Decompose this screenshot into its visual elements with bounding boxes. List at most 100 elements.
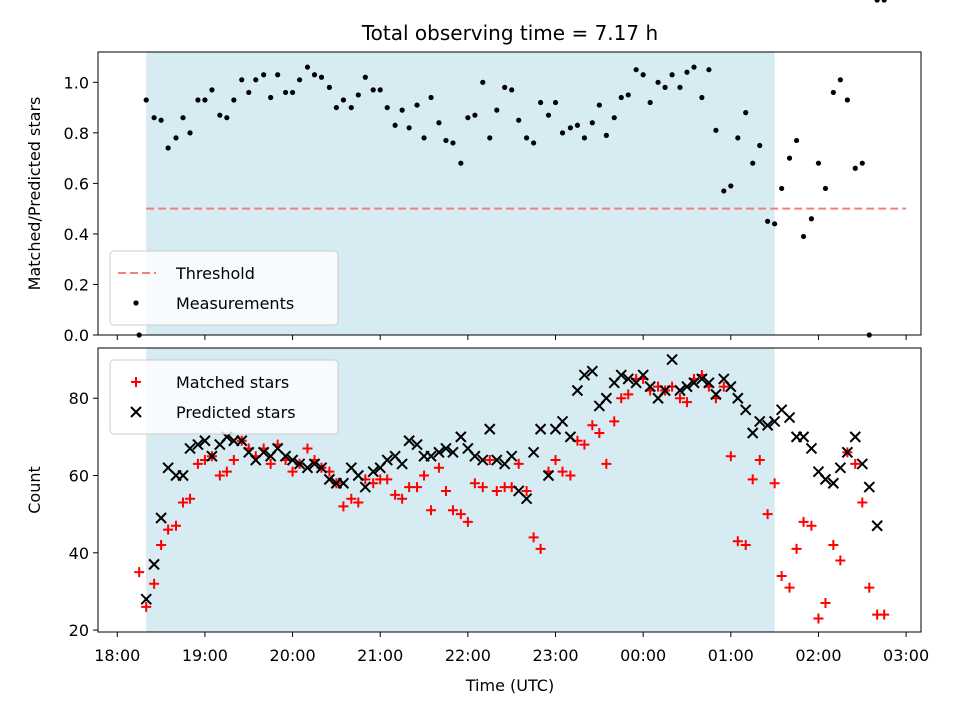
data-point (392, 122, 398, 128)
legend-marker (130, 406, 142, 418)
data-point (786, 155, 793, 161)
panel-1: 0.0 0.2 0.4 0.6 0.8 1.0 Matched/Predicted star… (25, 0, 922, 345)
data-point (706, 67, 712, 73)
data-point (633, 67, 639, 73)
data-point (874, 0, 880, 3)
data-point (822, 185, 829, 192)
y-axis-label: Count (25, 466, 44, 514)
data-point (286, 454, 299, 466)
data-point (265, 458, 276, 469)
data-point (505, 450, 518, 462)
data-point (421, 135, 427, 141)
data-point (750, 160, 756, 166)
data-point (844, 97, 850, 103)
data-point (509, 87, 515, 93)
data-point (185, 493, 196, 504)
data-point (856, 458, 868, 470)
data-point (315, 462, 328, 474)
data-point (808, 216, 815, 222)
data-point (462, 516, 473, 527)
data-point (287, 466, 298, 477)
data-point (791, 543, 802, 554)
data-point (815, 160, 822, 166)
data-point (163, 524, 174, 535)
data-point (739, 404, 752, 416)
data-point (469, 478, 480, 489)
data-point (217, 112, 223, 118)
data-point (565, 470, 576, 481)
y-tick-label: 0.2 (64, 275, 89, 294)
data-point (353, 497, 364, 508)
data-point (440, 485, 451, 496)
data-point (433, 446, 445, 459)
data-point (382, 474, 393, 485)
data-point (302, 443, 313, 454)
y-tick-label: 40 (69, 544, 89, 563)
legend-marker (131, 377, 141, 387)
data-point (828, 540, 839, 551)
data-point (754, 415, 766, 428)
data-point (340, 97, 347, 103)
data-point (520, 492, 533, 505)
data-point (148, 558, 160, 571)
data-point (436, 120, 442, 126)
data-point (151, 115, 157, 121)
data-point (819, 473, 832, 486)
data-point (762, 509, 773, 520)
data-point (381, 454, 393, 466)
data-point (477, 454, 489, 466)
x-tick-label: 18:00 (94, 646, 140, 665)
data-point (246, 89, 252, 96)
data-point (308, 458, 321, 470)
data-point (355, 92, 361, 98)
data-point (323, 473, 336, 486)
data-point (830, 89, 836, 96)
data-point (747, 427, 759, 439)
data-point (282, 89, 289, 96)
data-point (390, 489, 401, 500)
panel-2: 20 40 60 80 18:00 19:00 20:00 21:00 22:00 23:00 00… (25, 347, 929, 665)
data-point (571, 384, 584, 397)
data-point (834, 462, 847, 474)
x-tick-label: 19:00 (182, 646, 228, 665)
data-point (857, 497, 868, 508)
axes-frame (97, 51, 922, 336)
data-point (681, 380, 693, 393)
data-point (581, 135, 588, 141)
data-point (173, 135, 179, 141)
data-point (691, 64, 697, 70)
series-2 (140, 353, 883, 605)
data-point (158, 117, 164, 123)
data-point (578, 369, 591, 381)
data-point (523, 135, 530, 141)
data-point (367, 465, 379, 478)
data-point (611, 115, 617, 121)
legend-label: Threshold (175, 264, 255, 283)
data-point (149, 578, 160, 589)
data-point (412, 482, 423, 493)
data-point (221, 466, 232, 477)
data-point (396, 458, 408, 470)
data-point (528, 532, 539, 543)
data-point (155, 512, 167, 524)
x-tick-label: 23:00 (532, 646, 578, 665)
data-point (202, 97, 208, 103)
data-point (728, 183, 734, 189)
data-point (384, 104, 390, 111)
legend: Matched stars Predicted stars (109, 359, 339, 435)
data-point (180, 115, 186, 121)
data-point (304, 64, 311, 70)
data-point (696, 373, 708, 385)
data-point (713, 127, 719, 133)
data-point (333, 104, 339, 111)
data-point (850, 458, 861, 469)
data-point (359, 481, 372, 493)
data-point (545, 112, 552, 118)
data-point (141, 601, 152, 612)
legend-marker (133, 300, 139, 306)
data-point (236, 435, 248, 447)
data-point (556, 415, 569, 428)
data-point (494, 107, 500, 113)
data-point (594, 428, 605, 439)
data-point (784, 582, 795, 593)
